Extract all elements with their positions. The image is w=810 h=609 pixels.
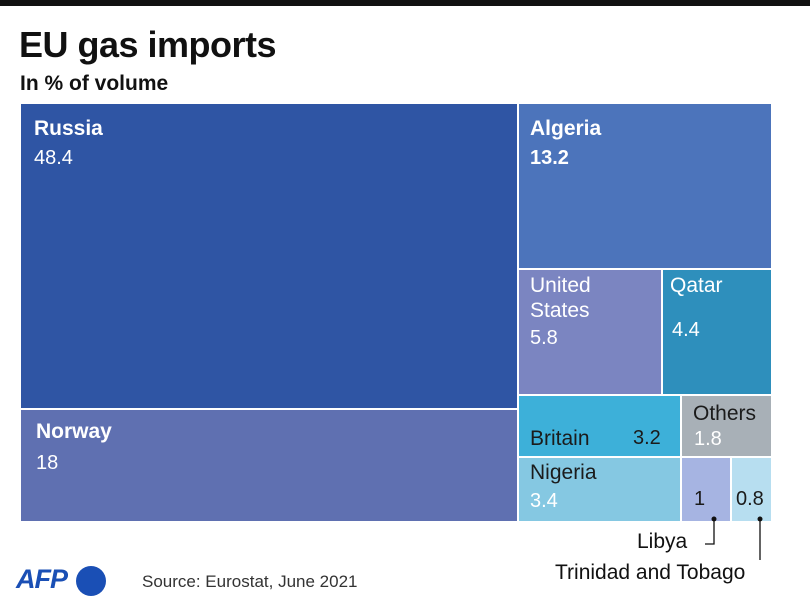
source-note: Source: Eurostat, June 2021 <box>142 572 358 591</box>
tile-russia: Russia 48.4 <box>20 103 518 409</box>
tile-libya: 1 <box>681 457 731 522</box>
tile-trinidad-value: 0.8 <box>736 488 764 510</box>
tile-algeria: Algeria 13.2 <box>518 103 772 269</box>
tile-others-label: Others <box>693 402 757 425</box>
tile-others: Others 1.8 <box>681 395 772 457</box>
tile-qatar-value: 4.4 <box>672 319 700 341</box>
tile-nigeria-value: 3.4 <box>530 490 558 512</box>
tile-others-value: 1.8 <box>694 428 722 450</box>
tile-nigeria-label: Nigeria <box>530 461 597 484</box>
tile-britain-label: Britain <box>530 427 590 450</box>
tile-qatar-label: Qatar <box>670 274 723 297</box>
top-rule <box>0 0 810 6</box>
chart-subtitle: In % of volume <box>20 72 169 95</box>
afp-logo-text: AFP <box>16 564 68 594</box>
tile-algeria-label: Algeria <box>530 117 602 140</box>
libya-leader-line <box>705 519 715 545</box>
tile-united-states-label-line1: United <box>530 274 591 297</box>
afp-logo-dot <box>76 566 106 596</box>
libya-external-label: Libya <box>637 530 688 553</box>
tile-united-states: United States 5.8 <box>518 269 662 395</box>
afp-logo: AFP <box>16 564 106 596</box>
tile-united-states-label-line2: States <box>530 299 590 322</box>
trinidad-external-label: Trinidad and Tobago <box>555 561 746 584</box>
tile-britain: Britain 3.2 <box>518 395 681 457</box>
tile-norway: Norway 18 <box>20 409 518 522</box>
tile-united-states-value: 5.8 <box>530 327 558 349</box>
tile-russia-label: Russia <box>34 117 103 140</box>
tile-trinidad-and-tobago: 0.8 <box>731 457 772 522</box>
chart-title: EU gas imports <box>19 24 277 65</box>
tile-norway-value: 18 <box>36 452 59 474</box>
tile-russia-value: 48.4 <box>34 147 73 169</box>
tile-qatar: Qatar 4.4 <box>662 269 772 395</box>
tile-britain-value: 3.2 <box>633 427 661 449</box>
tile-norway-label: Norway <box>36 420 112 443</box>
tile-algeria-value: 13.2 <box>530 147 569 169</box>
tile-libya-value: 1 <box>694 488 706 510</box>
tile-nigeria: Nigeria 3.4 <box>518 457 681 522</box>
